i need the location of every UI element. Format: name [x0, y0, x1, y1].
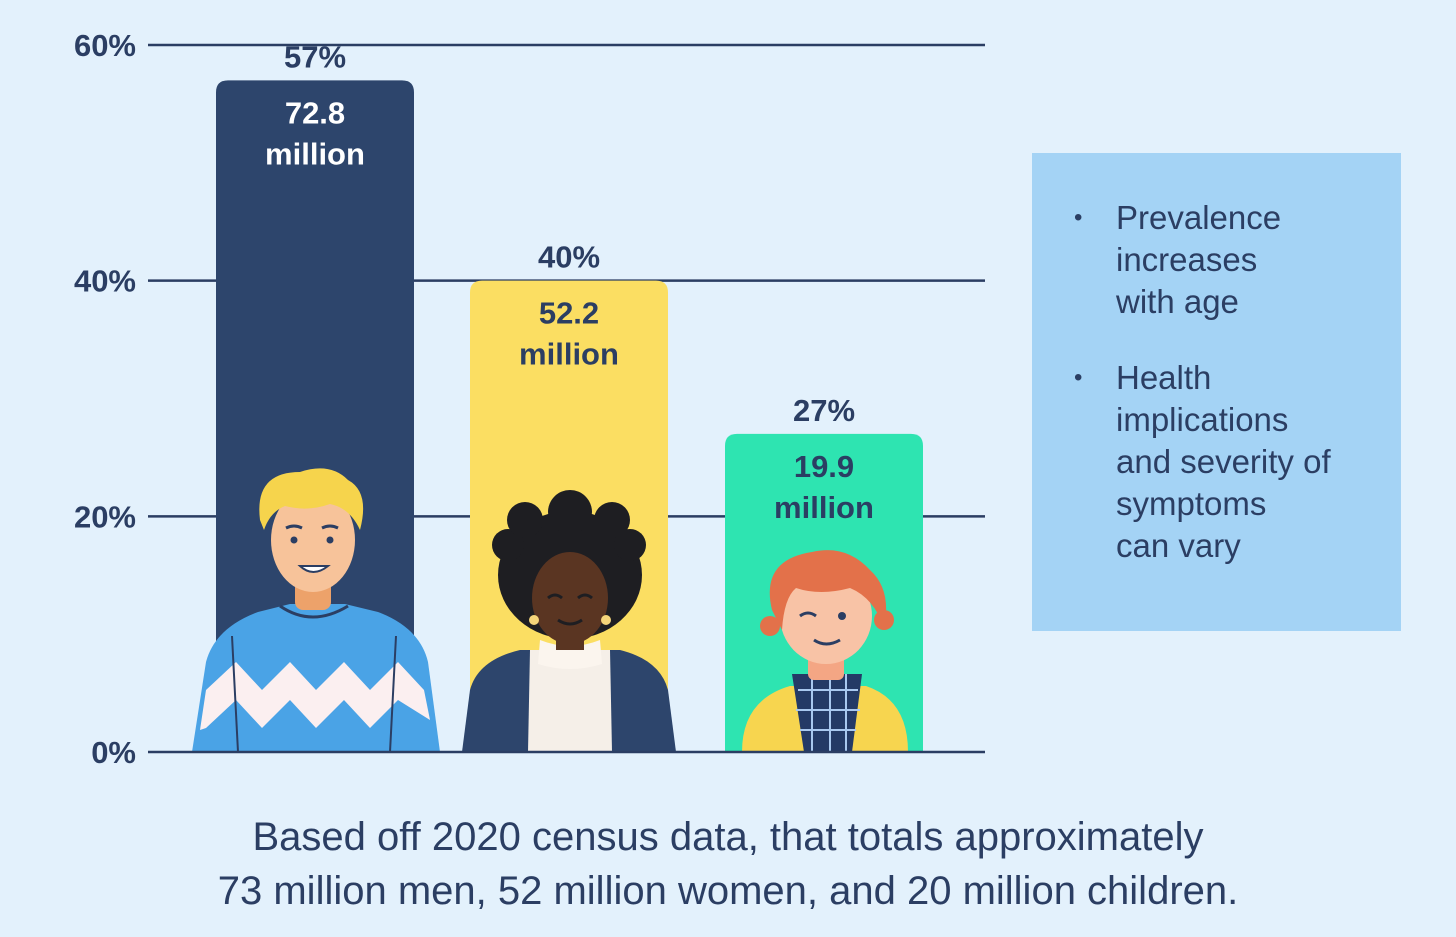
note-item: • Prevalence increases with age — [1074, 197, 1361, 323]
note-line: increases — [1116, 241, 1258, 278]
note-line: Prevalence — [1116, 199, 1282, 236]
bar-chart: 0% 20% 40% 60% 57% 72.8 million 40% 52.2 million… — [74, 28, 985, 770]
child-illustration — [742, 550, 908, 752]
y-tick-label: 20% — [74, 499, 136, 534]
bar-count-label: 72.8 — [285, 95, 345, 130]
bar-count-label: million — [265, 136, 365, 171]
bullet-icon: • — [1074, 204, 1083, 231]
bar-men — [216, 80, 414, 753]
note-line: implications — [1116, 401, 1289, 438]
bar-value-label: 27% — [793, 393, 855, 428]
note-line: can vary — [1116, 527, 1241, 564]
y-tick-label: 60% — [74, 28, 136, 63]
bar-count-label: million — [774, 490, 874, 525]
bar-value-label: 40% — [538, 240, 600, 275]
man-illustration — [192, 468, 440, 753]
bar-count-label: million — [519, 337, 619, 372]
note-line: Health — [1116, 359, 1212, 396]
bar-count-label: 52.2 — [539, 296, 599, 331]
bar-count-label: 19.9 — [794, 449, 854, 484]
note-line: with age — [1116, 283, 1239, 320]
caption-line-1: Based off 2020 census data, that totals … — [252, 815, 1204, 859]
note-item: • Health implications and severity of sy… — [1074, 357, 1361, 567]
caption: Based off 2020 census data, that totals … — [0, 810, 1456, 918]
note-line: symptoms — [1116, 485, 1267, 522]
notes-box: • Prevalence increases with age • Health… — [1032, 153, 1401, 631]
y-tick-label: 40% — [74, 264, 136, 299]
notes-list: • Prevalence increases with age • Health… — [1074, 197, 1361, 567]
woman-illustration — [462, 490, 676, 752]
y-axis-ticks: 0% 20% 40% 60% — [74, 28, 136, 770]
y-tick-label: 0% — [91, 735, 136, 770]
bar-value-label: 57% — [284, 39, 346, 74]
caption-line-2: 73 million men, 52 million women, and 20… — [217, 869, 1239, 913]
note-line: and severity of — [1116, 443, 1331, 480]
bullet-icon: • — [1074, 364, 1083, 391]
